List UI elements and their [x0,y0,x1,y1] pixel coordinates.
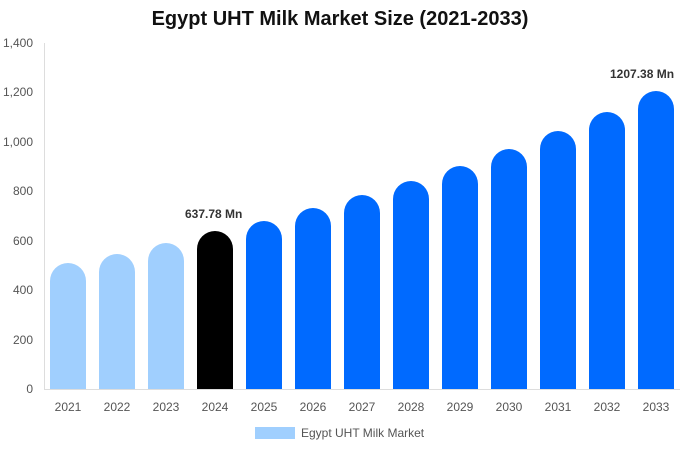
y-tick-label: 800 [12,184,33,199]
x-tick-label: 2026 [299,400,327,414]
x-tick-label: 2028 [397,400,425,414]
y-tick-label: 400 [12,283,33,298]
x-tick-label: 2024 [201,400,229,414]
y-axis-line [44,43,45,390]
y-tick-label: 1,200 [2,85,33,100]
legend[interactable]: Egypt UHT Milk Market [255,426,424,440]
x-tick-label: 2023 [152,400,180,414]
x-tick-label: 2022 [103,400,131,414]
bar-2032[interactable] [589,111,625,389]
bar-2028[interactable] [393,180,429,389]
y-tick-label: 1,000 [2,134,33,149]
x-tick-label: 2025 [250,400,278,414]
x-tick-label: 2032 [593,400,621,414]
data-label-2024: 637.78 Mn [185,207,243,222]
bar-2024[interactable] [197,231,233,389]
y-tick-label: 1,400 [2,36,33,50]
x-axis-line [44,389,680,390]
bar-2026[interactable] [295,208,331,389]
x-tick-label: 2029 [446,400,474,414]
bar-2022[interactable] [99,254,135,389]
legend-label: Egypt UHT Milk Market [301,426,425,440]
x-tick-label: 2031 [544,400,572,414]
plot-area [44,43,680,389]
y-tick-label: 0 [26,382,33,396]
bar-2027[interactable] [344,195,380,389]
bar-2025[interactable] [246,220,282,389]
y-tick-label: 600 [12,233,33,248]
bar-2031[interactable] [540,130,576,389]
chart-title: Egypt UHT Milk Market Size (2021-2033) [151,8,529,30]
bar-2033[interactable] [638,90,674,389]
x-tick-label: 2030 [495,400,523,414]
y-tick-label: 200 [12,332,33,347]
bar-2023[interactable] [148,242,184,389]
bar-2029[interactable] [442,166,478,389]
x-tick-label: 2027 [348,400,376,414]
data-label-2033: 1207.38 Mn [610,66,675,81]
x-tick-label: 2021 [54,400,82,414]
legend-swatch [255,427,295,439]
bar-2030[interactable] [491,149,527,389]
x-tick-label: 2033 [642,400,670,414]
bar-2021[interactable] [50,262,86,389]
